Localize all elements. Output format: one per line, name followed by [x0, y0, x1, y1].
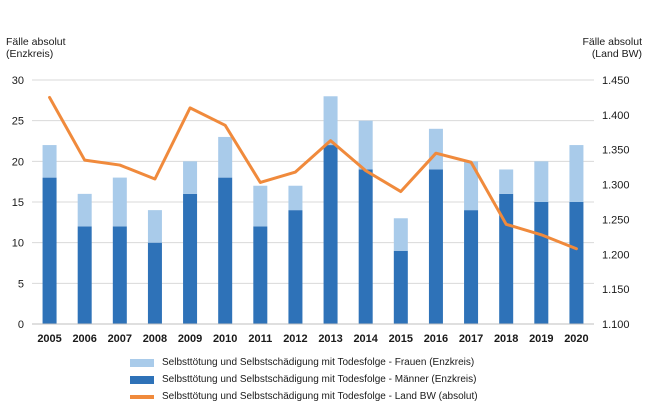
left-tick-label: 30 [12, 75, 24, 87]
left-tick-label: 15 [12, 197, 24, 209]
left-tick-label: 20 [12, 156, 24, 168]
legend-swatch-women [130, 358, 154, 367]
right-axis-title-line2: (Land BW) [591, 48, 642, 60]
x-tick-label: 2016 [424, 333, 448, 345]
bar-women [288, 185, 303, 211]
bar-women [569, 145, 584, 202]
x-tick-label: 2011 [248, 333, 272, 345]
bar-men [288, 210, 303, 324]
bar-men [112, 226, 127, 324]
x-tick-label: 2007 [108, 333, 132, 345]
bar-women [183, 161, 198, 194]
bar-men [253, 226, 268, 324]
right-axis-title: Fälle absolut (Land BW) [582, 36, 642, 60]
legend-swatch-bw [130, 394, 154, 399]
bar-women [77, 193, 92, 227]
x-tick-label: 2019 [529, 333, 553, 345]
right-tick-label: 1.250 [602, 214, 630, 226]
x-tick-label: 2008 [143, 333, 167, 345]
left-axis-title: Fälle absolut (Enzkreis) [6, 36, 66, 60]
bar-men [393, 250, 408, 324]
legend-item-bw: Selbsttötung und Selbstschädigung mit To… [130, 388, 478, 405]
x-tick-label: 2020 [564, 333, 588, 345]
x-tick-label: 2006 [72, 333, 96, 345]
left-tick-label: 5 [18, 278, 24, 290]
bar-men [464, 210, 479, 324]
legend-label-bw: Selbsttötung und Selbstschädigung mit To… [162, 391, 478, 402]
bar-men [77, 226, 92, 324]
legend-item-men: Selbsttötung und Selbstschädigung mit To… [130, 371, 478, 388]
bar-women [393, 218, 408, 251]
left-tick-label: 25 [12, 116, 24, 128]
bar-women [112, 177, 127, 227]
x-tick-label: 2017 [459, 333, 483, 345]
bar-men [147, 242, 162, 324]
bar-women [358, 120, 373, 170]
bar-men [323, 145, 338, 324]
right-tick-label: 1.200 [602, 249, 630, 261]
x-tick-label: 2010 [213, 333, 237, 345]
bar-women [428, 128, 443, 170]
x-tick-label: 2009 [178, 333, 202, 345]
x-tick-label: 2012 [283, 333, 307, 345]
x-tick-label: 2015 [389, 333, 413, 345]
right-tick-label: 1.150 [602, 284, 630, 296]
bar-men [183, 193, 198, 324]
right-tick-label: 1.450 [602, 75, 630, 87]
legend-label-women: Selbsttötung und Selbstschädigung mit To… [162, 357, 475, 368]
bar-women [218, 136, 233, 178]
bar-women [253, 185, 268, 227]
left-axis-title-line1: Fälle absolut [6, 36, 66, 48]
bar-women [534, 161, 549, 202]
bar-men [218, 177, 233, 324]
right-tick-label: 1.400 [602, 110, 630, 122]
bar-women [147, 210, 162, 243]
left-tick-label: 10 [12, 238, 24, 250]
bar-women [323, 96, 338, 146]
right-tick-label: 1.100 [602, 319, 630, 331]
x-tick-label: 2018 [494, 333, 518, 345]
line-series-bw [48, 95, 578, 251]
legend-swatch-men [130, 375, 154, 384]
bar-men [428, 169, 443, 324]
x-tick-label: 2013 [318, 333, 342, 345]
bar-women [464, 161, 479, 211]
right-tick-label: 1.300 [602, 180, 630, 192]
legend-label-men: Selbsttötung und Selbstschädigung mit To… [162, 374, 477, 385]
bar-men [42, 177, 57, 324]
legend-item-women: Selbsttötung und Selbstschädigung mit To… [130, 354, 478, 371]
bar-men [534, 202, 549, 324]
combo-chart: 0 5 10 15 20 25 30 1.100 1.150 1.200 1.250 1.300 1.3… [12, 75, 630, 345]
left-axis-title-line2: (Enzkreis) [6, 48, 54, 60]
bar-men [358, 169, 373, 324]
bar-women [499, 169, 514, 194]
right-tick-label: 1.350 [602, 145, 630, 157]
legend: Selbsttötung und Selbstschädigung mit To… [130, 354, 478, 405]
left-tick-label: 0 [18, 319, 24, 331]
x-tick-label: 2005 [37, 333, 61, 345]
x-tick-label: 2014 [353, 333, 378, 345]
bar-men [569, 202, 584, 324]
right-axis-title-line1: Fälle absolut [582, 36, 642, 48]
bar-women [42, 145, 57, 178]
